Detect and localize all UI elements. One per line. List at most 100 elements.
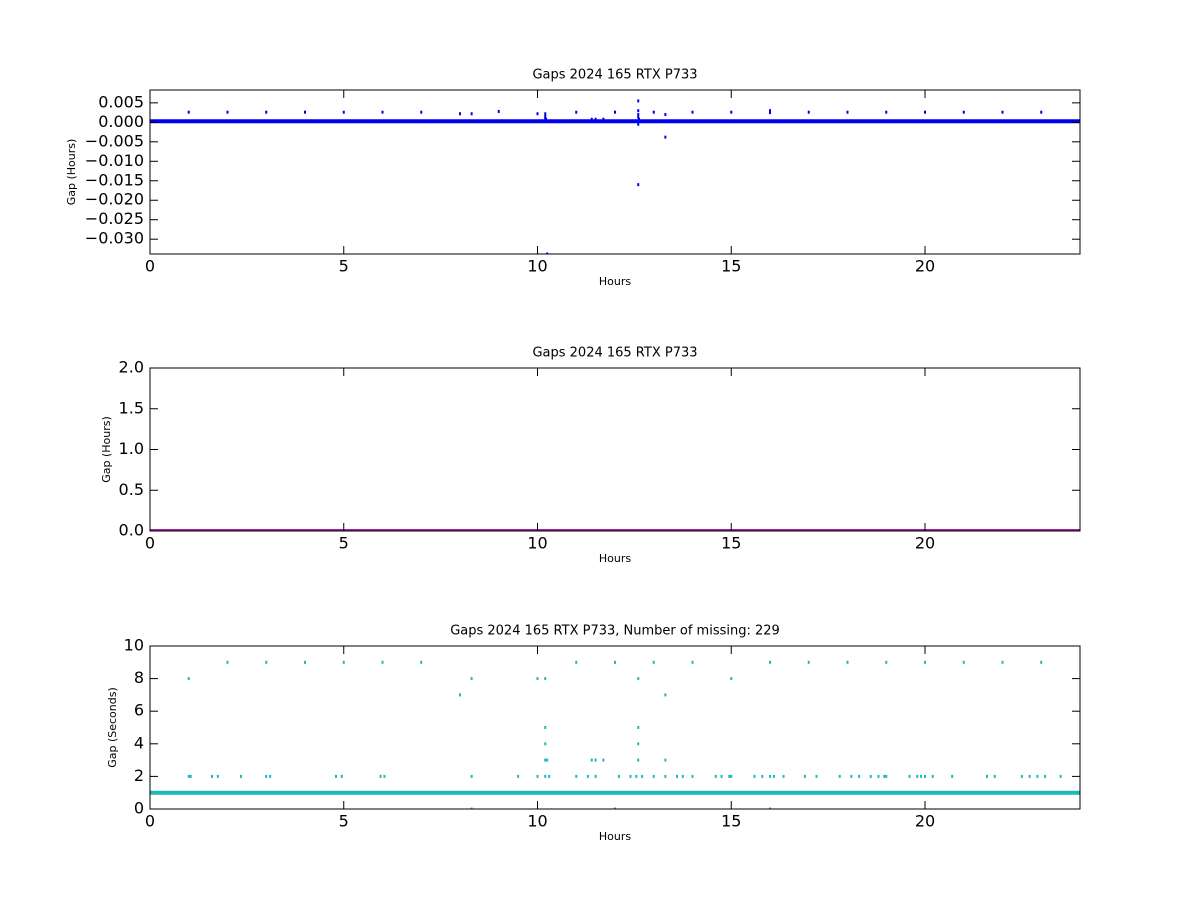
- point: [1020, 774, 1023, 778]
- point: [769, 774, 771, 778]
- point: [590, 758, 593, 762]
- point: [681, 774, 684, 778]
- point: [637, 758, 640, 762]
- x-tick-label: 5: [339, 534, 349, 553]
- point: [335, 774, 337, 778]
- y-tick-label: 0.0: [119, 521, 144, 540]
- point: [850, 774, 853, 778]
- point: [885, 774, 888, 778]
- axes-frame: [149, 89, 1081, 255]
- point: [342, 660, 345, 664]
- point: [807, 110, 810, 114]
- subplot: Gaps 2024 165 RTX P733 Hours Gap (Hours) 0 5…: [100, 346, 1081, 565]
- y-tick-label: −0.020: [85, 190, 144, 209]
- point: [304, 660, 306, 664]
- y-tick-label: −0.025: [85, 209, 144, 228]
- point: [544, 114, 547, 118]
- point: [240, 774, 243, 778]
- point: [544, 742, 547, 746]
- point: [962, 110, 965, 114]
- point: [602, 758, 605, 762]
- point: [187, 677, 190, 681]
- y-tick-label: −0.005: [85, 131, 144, 150]
- point: [545, 117, 548, 121]
- y-axis-label: Gap (Seconds): [106, 687, 119, 768]
- x-tick-label: 10: [527, 257, 547, 276]
- y-tick-label: 2: [134, 766, 144, 785]
- point: [517, 774, 520, 778]
- point: [637, 109, 640, 113]
- axes-frame: [149, 645, 1081, 810]
- point: [226, 110, 229, 114]
- point: [536, 677, 539, 681]
- x-tick-label: 15: [721, 534, 741, 553]
- point: [265, 110, 268, 114]
- point: [379, 774, 382, 778]
- y-tick-label: 4: [134, 733, 144, 752]
- point: [637, 99, 640, 103]
- point: [1036, 774, 1039, 778]
- point: [614, 807, 616, 809]
- plot-area: [150, 660, 1080, 809]
- point: [638, 117, 641, 121]
- point: [383, 774, 386, 778]
- x-tick-label: 20: [915, 812, 935, 831]
- point: [885, 110, 888, 114]
- y-tick-label: 1.0: [119, 439, 144, 458]
- point: [951, 774, 954, 778]
- point: [714, 774, 717, 778]
- y-axis-label: Gap (Hours): [65, 139, 78, 206]
- point: [652, 774, 655, 778]
- point: [815, 774, 818, 778]
- point: [470, 112, 473, 116]
- x-tick-label: 20: [915, 257, 935, 276]
- point: [546, 758, 549, 762]
- point: [544, 726, 547, 729]
- subplot: Gaps 2024 165 RTX P733 Hours Gap (Hours) 0 5…: [65, 68, 1081, 288]
- point: [1040, 110, 1043, 114]
- x-tick-label: 10: [527, 534, 547, 553]
- point: [782, 774, 785, 778]
- point: [544, 758, 547, 762]
- x-tick-label: 20: [915, 534, 935, 553]
- y-tick-label: 8: [134, 668, 144, 687]
- point: [1059, 774, 1062, 778]
- point: [908, 774, 911, 778]
- point: [637, 113, 640, 117]
- y-tick-label: 6: [134, 701, 144, 720]
- point: [761, 774, 764, 778]
- plot-area: [150, 99, 1080, 254]
- point: [986, 774, 988, 778]
- point: [420, 660, 423, 664]
- point: [342, 110, 345, 114]
- y-tick-label: −0.010: [85, 151, 144, 170]
- point: [594, 774, 597, 778]
- point: [869, 774, 872, 778]
- y-tick-label: 10: [124, 636, 144, 655]
- point: [381, 110, 384, 114]
- x-tick-label: 5: [339, 812, 349, 831]
- point: [924, 660, 926, 664]
- point: [187, 110, 190, 114]
- x-tick-label: 0: [145, 812, 155, 831]
- point: [575, 774, 578, 778]
- point: [883, 774, 886, 778]
- point: [772, 774, 775, 778]
- point: [691, 660, 694, 664]
- point: [602, 117, 605, 121]
- point: [993, 774, 996, 778]
- point: [614, 110, 616, 114]
- point: [924, 774, 926, 778]
- point: [877, 774, 880, 778]
- x-axis-label: Hours: [599, 275, 631, 288]
- point: [575, 660, 578, 664]
- point: [265, 660, 268, 664]
- point: [846, 660, 849, 664]
- x-tick-label: 10: [527, 812, 547, 831]
- point: [187, 774, 190, 778]
- x-tick-label: 0: [145, 534, 155, 553]
- point: [637, 742, 640, 746]
- point: [470, 677, 473, 681]
- point: [641, 774, 644, 778]
